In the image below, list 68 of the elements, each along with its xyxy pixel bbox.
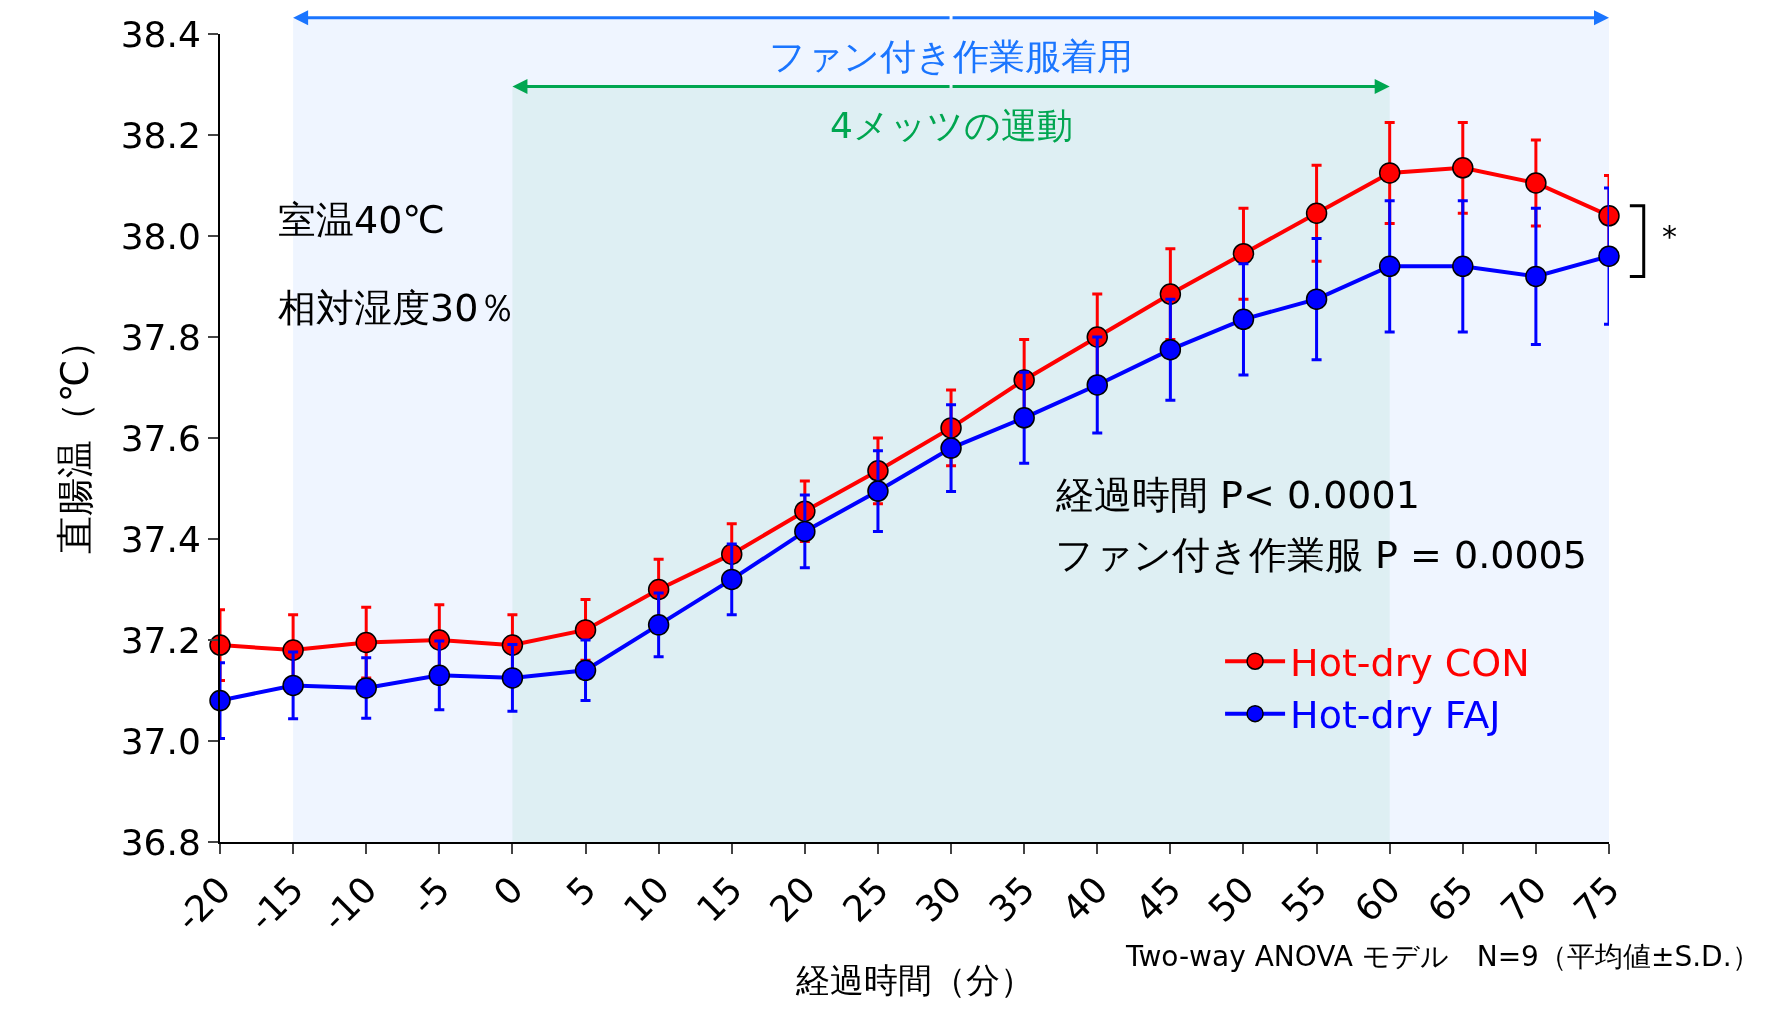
annotation: 室温40℃ — [278, 198, 446, 242]
point — [1598, 205, 1620, 227]
y-tick-label: 37.4 — [120, 518, 201, 560]
x-tick-label: 65 — [1419, 868, 1482, 930]
y-tick-label: 36.8 — [120, 821, 201, 863]
x-tick-label: -10 — [314, 868, 385, 940]
point — [1452, 255, 1474, 278]
point — [1378, 255, 1401, 278]
point — [647, 614, 670, 636]
x-axis-title: 経過時間（分） — [794, 959, 1034, 1000]
x-tick-label: 20 — [761, 868, 824, 930]
point — [1525, 265, 1547, 288]
annotation: 経過時間 P< 0.0001 — [1055, 473, 1420, 517]
x-tick-label: -20 — [167, 868, 239, 940]
point — [574, 619, 597, 641]
x-tick-label: 5 — [558, 868, 604, 914]
x-tick-label: 30 — [908, 868, 970, 930]
x-tick-label: -15 — [240, 868, 312, 940]
point — [1525, 172, 1547, 194]
x-tick-label: 10 — [615, 868, 678, 930]
y-tick-label: 37.8 — [120, 316, 201, 358]
point — [1305, 202, 1328, 225]
point — [1232, 242, 1255, 265]
band-label: ファン付き作業服着用 — [769, 36, 1133, 77]
point — [1598, 245, 1620, 267]
x-tick-label: 70 — [1492, 868, 1555, 930]
text: Two-way ANOVA モデル N=9（平均値±S.D.） — [1125, 940, 1760, 973]
x-tick-label: 60 — [1346, 868, 1409, 930]
point — [355, 631, 377, 654]
x-tick-label: 55 — [1273, 868, 1335, 930]
point — [794, 520, 816, 543]
point — [867, 480, 889, 502]
point — [940, 437, 962, 459]
x-tick-label: 45 — [1127, 868, 1189, 930]
x-tick-label: 15 — [688, 868, 751, 930]
point — [282, 674, 304, 697]
point — [721, 568, 743, 591]
legend-label: Hot-dry FAJ — [1290, 693, 1501, 738]
band-label: 4メッツの運動 — [830, 105, 1073, 146]
point — [1452, 157, 1474, 179]
point — [1013, 407, 1035, 429]
y-tick-label: 38.0 — [120, 215, 201, 257]
y-axis-title: 直腸温（℃） — [53, 321, 98, 555]
x-tick-label: 50 — [1200, 868, 1262, 930]
y-tick-label: 37.6 — [120, 417, 201, 459]
point — [1378, 162, 1401, 184]
x-tick-label: 35 — [981, 868, 1043, 930]
annotation: * — [1662, 219, 1677, 254]
point — [355, 677, 377, 699]
y-tick-label: 37.0 — [120, 720, 201, 762]
point — [501, 667, 524, 689]
point — [1305, 288, 1328, 310]
legend-label: Hot-dry CON — [1290, 641, 1530, 686]
y-tick-label: 38.4 — [120, 13, 201, 55]
x-tick-label: -5 — [403, 868, 458, 923]
x-tick-label: 0 — [485, 868, 531, 914]
y-tick-label: 37.2 — [120, 619, 201, 661]
x-tick-label: 40 — [1054, 868, 1116, 930]
x-tick-label: 25 — [834, 868, 897, 930]
annotation: 相対湿度30％ — [278, 286, 517, 330]
point — [428, 664, 451, 687]
point — [1232, 308, 1255, 331]
annotation: ファン付き作業服 P = 0.0005 — [1055, 533, 1587, 577]
point — [1159, 338, 1182, 361]
point — [574, 659, 597, 682]
y-tick-label: 38.2 — [120, 114, 201, 156]
x-tick-label: 75 — [1566, 868, 1628, 930]
point — [1086, 374, 1109, 396]
